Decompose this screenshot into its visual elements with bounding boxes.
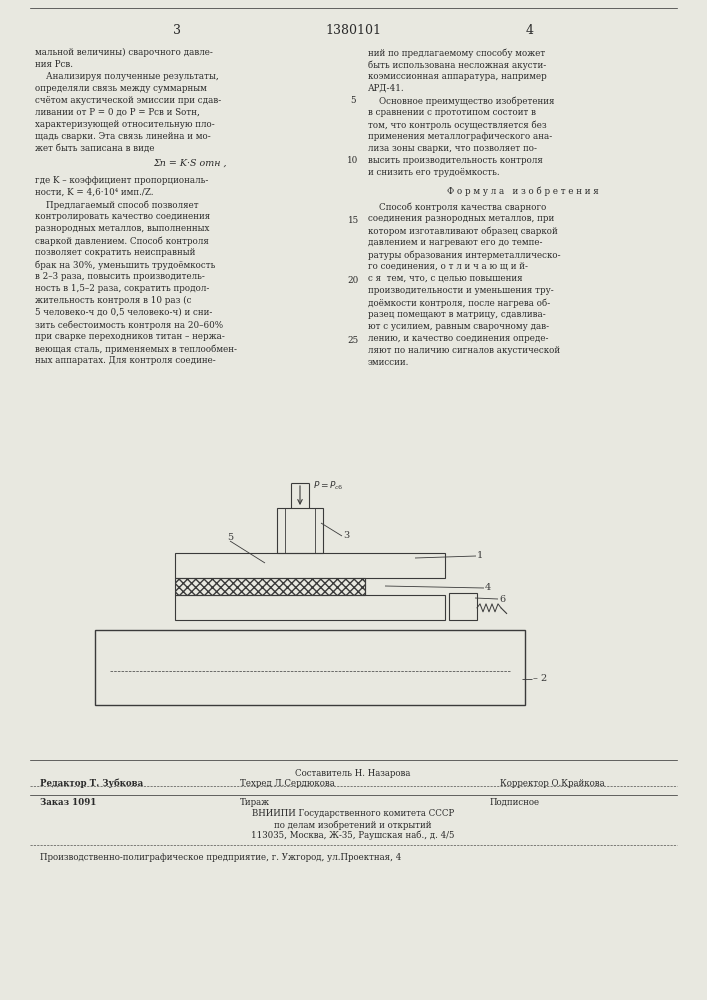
Text: счётом акустической эмиссии при сдав-: счётом акустической эмиссии при сдав- [35, 96, 221, 105]
Text: АРД-41.: АРД-41. [368, 84, 404, 93]
Text: высить производительность контроля: высить производительность контроля [368, 156, 543, 165]
Text: лению, и качество соединения опреде-: лению, и качество соединения опреде- [368, 334, 549, 343]
Text: Техред Л.Сердюкова: Техред Л.Сердюкова [240, 779, 334, 788]
Text: Способ контроля качества сварного: Способ контроля качества сварного [368, 202, 547, 212]
Text: 1: 1 [477, 552, 484, 560]
Text: быть использована несложная акусти-: быть использована несложная акусти- [368, 60, 547, 70]
Text: мальной величины) сварочного давле-: мальной величины) сварочного давле- [35, 48, 213, 57]
Bar [175, 578, 365, 595]
Text: в 2–3 раза, повысить производитель-: в 2–3 раза, повысить производитель- [35, 272, 205, 281]
Text: котором изготавливают образец сваркой: котором изготавливают образец сваркой [368, 226, 558, 235]
Text: Составитель Н. Назарова: Составитель Н. Назарова [296, 769, 411, 778]
Text: 5: 5 [350, 96, 356, 105]
Text: ВНИИПИ Государственного комитета СССР: ВНИИПИ Государственного комитета СССР [252, 809, 454, 818]
Text: по делам изобретений и открытий: по делам изобретений и открытий [274, 820, 432, 830]
Bar [175, 595, 445, 620]
Text: том, что контроль осуществляется без: том, что контроль осуществляется без [368, 120, 547, 129]
Text: 113035, Москва, Ж-35, Раушская наб., д. 4/5: 113035, Москва, Ж-35, Раушская наб., д. … [251, 831, 455, 840]
Text: Редактор Т. Зубкова: Редактор Т. Зубкова [40, 779, 144, 788]
Text: характеризующей относительную пло-: характеризующей относительную пло- [35, 120, 215, 129]
Text: с я  тем, что, с целью повышения: с я тем, что, с целью повышения [368, 274, 522, 283]
Text: доёмкости контроля, после нагрева об-: доёмкости контроля, после нагрева об- [368, 298, 550, 308]
Bar [277, 508, 323, 553]
Text: разнородных металлов, выполненных: разнородных металлов, выполненных [35, 224, 209, 233]
Text: щадь сварки. Эта связь линейна и мо-: щадь сварки. Эта связь линейна и мо- [35, 132, 211, 141]
Text: $P = P_{c\!6}$: $P = P_{c\!6}$ [313, 480, 343, 492]
Text: жет быть записана в виде: жет быть записана в виде [35, 144, 155, 153]
Text: Производственно-полиграфическое предприятие, г. Ужгород, ул.Проектная, 4: Производственно-полиграфическое предприя… [40, 853, 402, 862]
Text: и снизить его трудоёмкость.: и снизить его трудоёмкость. [368, 168, 500, 177]
Bar [449, 593, 477, 620]
Text: 3: 3 [173, 23, 181, 36]
Text: эмиссии.: эмиссии. [368, 358, 409, 367]
Text: позволяет сократить неисправный: позволяет сократить неисправный [35, 248, 195, 257]
Text: 25: 25 [347, 336, 358, 345]
Text: 4: 4 [526, 23, 534, 36]
Text: Анализируя полученные результаты,: Анализируя полученные результаты, [35, 72, 218, 81]
Bar [175, 553, 445, 578]
Text: 5 человеко-ч до 0,5 человеко-ч) и сни-: 5 человеко-ч до 0,5 человеко-ч) и сни- [35, 308, 212, 317]
Text: 6: 6 [499, 594, 505, 603]
Text: 10: 10 [347, 156, 358, 165]
Text: Ф о р м у л а   и з о б р е т е н и я: Ф о р м у л а и з о б р е т е н и я [447, 186, 599, 196]
Text: 3: 3 [343, 532, 349, 540]
Text: ния Pсв.: ния Pсв. [35, 60, 73, 69]
Text: Подписное: Подписное [490, 798, 540, 807]
Text: определяли связь между суммарным: определяли связь между суммарным [35, 84, 207, 93]
Text: лиза зоны сварки, что позволяет по-: лиза зоны сварки, что позволяет по- [368, 144, 537, 153]
Text: ности, K = 4,6·10⁴ имп./Z.: ности, K = 4,6·10⁴ имп./Z. [35, 188, 153, 197]
Text: коэмиссионная аппаратура, например: коэмиссионная аппаратура, например [368, 72, 547, 81]
Text: давлением и нагревают его до темпе-: давлением и нагревают его до темпе- [368, 238, 542, 247]
Text: ратуры образования интерметаллическо-: ратуры образования интерметаллическо- [368, 250, 561, 259]
Text: где K – коэффициент пропорциональ-: где K – коэффициент пропорциональ- [35, 176, 209, 185]
Text: в сравнении с прототипом состоит в: в сравнении с прототипом состоит в [368, 108, 536, 117]
Text: производительности и уменьшения тру-: производительности и уменьшения тру- [368, 286, 554, 295]
Text: 1380101: 1380101 [325, 23, 381, 36]
Text: ляют по наличию сигналов акустической: ляют по наличию сигналов акустической [368, 346, 560, 355]
Text: ных аппаратах. Для контроля соедине-: ных аппаратах. Для контроля соедине- [35, 356, 216, 365]
Text: 20: 20 [347, 276, 358, 285]
Text: ют с усилием, равным сварочному дав-: ют с усилием, равным сварочному дав- [368, 322, 549, 331]
Text: 5: 5 [227, 534, 233, 542]
Text: сваркой давлением. Способ контроля: сваркой давлением. Способ контроля [35, 236, 209, 245]
Text: 4: 4 [485, 584, 491, 592]
Text: веющая сталь, применяемых в теплообмен-: веющая сталь, применяемых в теплообмен- [35, 344, 237, 354]
Text: 15: 15 [347, 216, 358, 225]
Text: Σn = K·S отн ,: Σn = K·S отн , [153, 159, 227, 168]
Text: Корректор О.Крайкова: Корректор О.Крайкова [500, 779, 604, 788]
Bar [95, 630, 525, 705]
Text: Предлагаемый способ позволяет: Предлагаемый способ позволяет [35, 200, 199, 210]
Text: Тираж: Тираж [240, 798, 270, 807]
Text: применения металлографического ана-: применения металлографического ана- [368, 132, 552, 141]
Text: брак на 30%, уменьшить трудоёмкость: брак на 30%, уменьшить трудоёмкость [35, 260, 216, 269]
Text: зить себестоимость контроля на 20–60%: зить себестоимость контроля на 20–60% [35, 320, 223, 330]
Text: при сварке переходников титан – нержа-: при сварке переходников титан – нержа- [35, 332, 225, 341]
Text: контролировать качество соединения: контролировать качество соединения [35, 212, 210, 221]
Text: разец помещают в матрицу, сдавлива-: разец помещают в матрицу, сдавлива- [368, 310, 546, 319]
Text: Заказ 1091: Заказ 1091 [40, 798, 96, 807]
Text: ливании от P = 0 до P = Pсв и Sотн,: ливании от P = 0 до P = Pсв и Sотн, [35, 108, 200, 117]
Text: ность в 1,5–2 раза, сократить продол-: ность в 1,5–2 раза, сократить продол- [35, 284, 209, 293]
Text: – 2: – 2 [533, 674, 547, 683]
Text: соединения разнородных металлов, при: соединения разнородных металлов, при [368, 214, 554, 223]
Text: ний по предлагаемому способу может: ний по предлагаемому способу может [368, 48, 545, 57]
Text: го соединения, о т л и ч а ю щ и й-: го соединения, о т л и ч а ю щ и й- [368, 262, 528, 271]
Text: жительность контроля в 10 раз (с: жительность контроля в 10 раз (с [35, 296, 192, 305]
Text: Основное преимущество изобретения: Основное преимущество изобретения [368, 96, 554, 105]
